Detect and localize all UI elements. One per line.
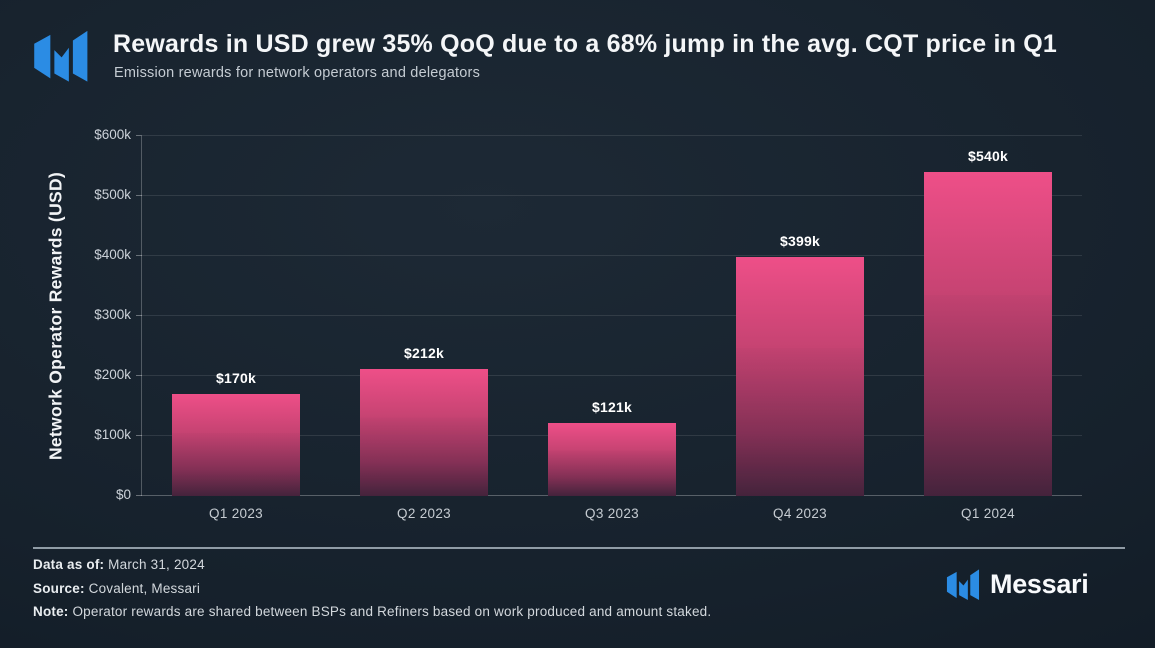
data-as-of-line: Data as of: March 31, 2024 <box>33 557 205 572</box>
gridline <box>142 255 1082 256</box>
messari-wordmark: Messari <box>990 568 1089 599</box>
page-subtitle: Emission rewards for network operators a… <box>114 65 481 81</box>
gridline <box>142 315 1082 316</box>
y-tick-label: $600k <box>94 127 131 142</box>
gridline <box>142 195 1082 196</box>
y-tick-label: $0 <box>115 487 131 502</box>
y-tickmark <box>136 375 142 376</box>
bar-q2-2023 <box>360 368 488 496</box>
y-tick-label: $100k <box>94 427 131 442</box>
source-line: Source: Covalent, Messari <box>33 581 200 596</box>
x-tick-label: Q2 2023 <box>397 506 451 521</box>
x-tick-label: Q3 2023 <box>585 506 639 521</box>
bar-value-label: $540k <box>968 148 1008 164</box>
bar-value-label: $170k <box>216 370 256 386</box>
page-title: Rewards in USD grew 35% QoQ due to a 68%… <box>113 30 1057 58</box>
y-tickmark <box>136 135 142 136</box>
y-tickmark <box>136 495 142 496</box>
y-tickmark <box>136 255 142 256</box>
gridline <box>142 135 1082 136</box>
bar-q1-2023 <box>172 394 300 496</box>
source-value: Covalent, Messari <box>84 581 201 596</box>
x-tick-label: Q1 2023 <box>209 506 263 521</box>
bar-q4-2023 <box>736 256 864 496</box>
bar-value-label: $121k <box>592 399 632 416</box>
y-tickmark <box>136 315 142 316</box>
x-tick-label: Q4 2023 <box>773 506 827 521</box>
bar-value-label: $399k <box>780 232 820 249</box>
messari-logo-icon <box>34 30 88 82</box>
bar-value-label: $212k <box>404 344 444 361</box>
note-line: Note: Operator rewards are shared betwee… <box>33 604 711 619</box>
note-label: Note: <box>33 604 69 619</box>
data-as-of-value: March 31, 2024 <box>104 557 205 572</box>
bar-q3-2023 <box>548 423 676 496</box>
gridline <box>142 375 1082 376</box>
messari-brand: Messari <box>945 567 1089 601</box>
y-tick-label: $500k <box>94 187 131 202</box>
y-tick-label: $400k <box>94 247 131 262</box>
bar-q1-2024 <box>924 172 1052 496</box>
plot-area: $0 $100k $200k $300k $400k $500k $600k $170k Q1 … <box>94 127 1082 521</box>
y-tick-label: $300k <box>94 307 131 322</box>
y-tickmark <box>136 435 142 436</box>
data-as-of-label: Data as of: <box>33 557 105 572</box>
footer-divider <box>33 547 1125 549</box>
note-value: Operator rewards are shared between BSPs… <box>68 604 712 619</box>
y-tick-label: $200k <box>94 367 131 382</box>
source-label: Source: <box>33 581 85 596</box>
x-tick-label: Q1 2024 <box>961 506 1015 521</box>
y-tickmark <box>136 195 142 196</box>
messari-logo-icon-small <box>946 569 980 601</box>
